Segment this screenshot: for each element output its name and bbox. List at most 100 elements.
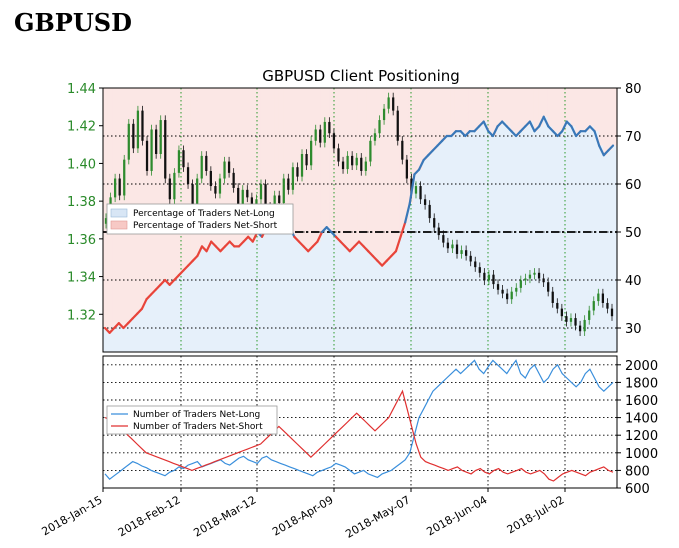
net-position-pct-segment bbox=[588, 125, 596, 133]
net-short-band bbox=[584, 88, 590, 132]
price-candle bbox=[341, 161, 345, 170]
price-candle bbox=[328, 121, 331, 134]
net-short-band bbox=[441, 88, 447, 141]
net-long-band bbox=[612, 145, 618, 352]
price-candle bbox=[496, 284, 500, 290]
price-candle bbox=[282, 178, 285, 204]
net-position-pct-segment bbox=[404, 202, 411, 224]
net-short-band bbox=[339, 88, 345, 242]
net-long-band bbox=[366, 251, 373, 352]
net-position-pct-segment bbox=[607, 144, 615, 152]
net-position-pct-segment bbox=[223, 240, 231, 248]
net-long-band bbox=[533, 131, 539, 352]
net-long-band bbox=[413, 174, 419, 352]
price-candle bbox=[387, 97, 390, 109]
price-candle bbox=[542, 278, 545, 283]
net-long-band bbox=[107, 332, 113, 352]
net-short-band bbox=[149, 88, 155, 295]
top-legend: Percentage of Traders Net-Long Percentag… bbox=[106, 203, 294, 235]
price-candle bbox=[392, 97, 395, 111]
price-candle bbox=[323, 121, 326, 143]
net-long-band bbox=[112, 328, 118, 352]
price-candle bbox=[205, 155, 208, 171]
right-tick-label: 40 bbox=[625, 274, 642, 289]
net-short-band bbox=[579, 88, 586, 132]
net-position-pct-segment bbox=[353, 240, 361, 248]
right-tick-label: 70 bbox=[625, 130, 642, 145]
x-tick-label: 2018-Jan-15 bbox=[40, 493, 105, 538]
net-short-band bbox=[343, 88, 350, 247]
legend-swatch-net-short-pct bbox=[110, 220, 128, 230]
net-long-band bbox=[283, 222, 289, 352]
price-candle bbox=[314, 129, 317, 141]
net-long-band bbox=[190, 260, 197, 352]
net-position-pct-segment bbox=[436, 139, 444, 147]
net-short-band bbox=[218, 88, 224, 252]
net-position-pct-segment bbox=[547, 125, 555, 133]
price-candle bbox=[278, 195, 281, 204]
net-position-pct-segment bbox=[242, 235, 250, 243]
net-long-band bbox=[482, 121, 488, 352]
net-position-pct-segment bbox=[380, 259, 388, 267]
net-long-band bbox=[228, 241, 234, 352]
net-short-band bbox=[283, 88, 289, 223]
net-position-pct-segment bbox=[140, 298, 148, 310]
price-candle bbox=[592, 301, 595, 311]
price-candle bbox=[547, 282, 550, 292]
price-candle bbox=[360, 157, 363, 171]
net-short-band bbox=[288, 88, 294, 228]
net-long-band bbox=[390, 256, 396, 352]
net-long-band bbox=[260, 236, 266, 352]
price-candle bbox=[168, 178, 171, 200]
net-long-band bbox=[306, 251, 312, 352]
net-position-pct-segment bbox=[417, 158, 425, 171]
net-long-band bbox=[167, 284, 174, 352]
left-tick-label: 1.44 bbox=[67, 82, 96, 97]
net-long-band bbox=[427, 155, 433, 352]
left-tick-label: 1.36 bbox=[67, 233, 96, 248]
right-tick-label: 80 bbox=[625, 82, 642, 97]
net-long-band bbox=[126, 323, 132, 352]
net-short-band bbox=[524, 88, 530, 127]
price-candle bbox=[186, 167, 190, 185]
net-position-pct-segment bbox=[510, 130, 518, 138]
net-long-band bbox=[403, 222, 410, 352]
x-tick-label: 2018-May-07 bbox=[343, 493, 412, 541]
net-short-band bbox=[144, 88, 150, 300]
net-short-band bbox=[260, 88, 266, 237]
net-short-band bbox=[505, 88, 512, 127]
net-short-band bbox=[320, 88, 326, 232]
net-long-band bbox=[265, 227, 271, 352]
net-position-pct-segment bbox=[163, 278, 171, 286]
net-short-band bbox=[209, 88, 215, 242]
net-long-band bbox=[241, 241, 248, 352]
price-candle bbox=[296, 167, 299, 177]
price-candle bbox=[136, 110, 140, 149]
bottom-legend-box bbox=[106, 405, 278, 435]
net-long-band bbox=[487, 131, 493, 352]
net-short-band bbox=[598, 88, 604, 146]
net-short-band bbox=[278, 88, 285, 218]
net-long-band bbox=[385, 260, 391, 352]
net-long-band bbox=[204, 251, 211, 352]
net-long-band bbox=[329, 232, 336, 352]
net-position-pct-segment bbox=[565, 120, 573, 128]
price-candle bbox=[145, 140, 149, 171]
top-panel: 1.32 1.34 1.36 1.38 1.40 1.42 1.44 30 40 50 60 70 8… bbox=[67, 82, 642, 353]
price-candle bbox=[606, 302, 609, 309]
net-short-band bbox=[302, 88, 308, 247]
net-position-pct-segment bbox=[450, 130, 458, 138]
price-candle bbox=[442, 235, 445, 243]
net-short-band bbox=[255, 88, 262, 232]
net-position-pct-segment bbox=[113, 322, 120, 330]
net-short-band bbox=[436, 88, 442, 146]
net-position-pct-segment bbox=[533, 125, 541, 133]
net-position-pct-segment bbox=[574, 130, 582, 138]
net-short-band bbox=[542, 88, 549, 117]
net-short-band bbox=[468, 88, 475, 132]
net-position-pct-segment bbox=[103, 326, 111, 334]
price-candle bbox=[300, 154, 304, 177]
price-candle bbox=[159, 120, 162, 154]
price-candle bbox=[455, 244, 459, 254]
net-long-band bbox=[538, 126, 544, 353]
